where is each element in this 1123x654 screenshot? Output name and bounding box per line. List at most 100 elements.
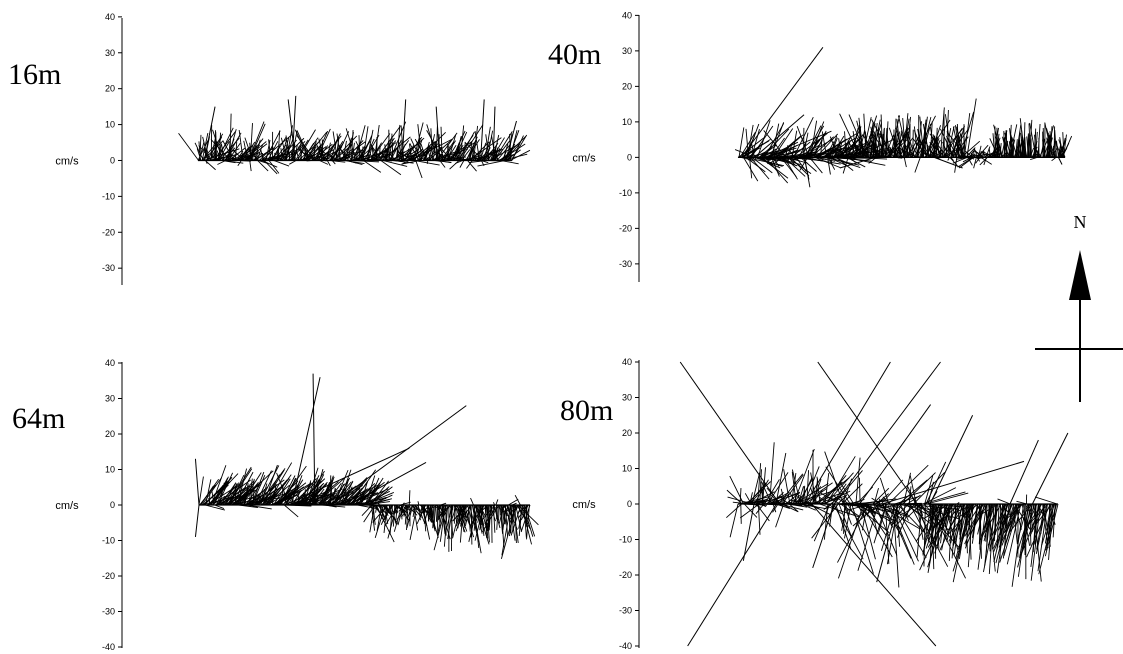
current-vector-stick	[280, 137, 288, 161]
current-vector-stick	[319, 481, 331, 506]
current-vector-stick	[1022, 137, 1028, 158]
current-vector-stick	[382, 160, 408, 167]
current-vector-stick	[807, 503, 810, 507]
current-vector-stick	[963, 131, 966, 158]
current-vector-stick	[827, 157, 831, 175]
current-vector-stick	[772, 503, 779, 513]
current-vector-stick	[787, 157, 790, 162]
y-tick-label: 0	[110, 155, 115, 165]
current-vector-stick	[759, 469, 762, 505]
current-vector-stick	[196, 148, 202, 161]
current-vector-stick	[1026, 136, 1029, 158]
current-vector-stick	[886, 503, 899, 565]
current-vector-stick	[852, 157, 857, 161]
current-vector-stick	[1034, 147, 1042, 158]
current-vector-stick	[472, 156, 487, 161]
current-vector-stick	[406, 148, 409, 161]
current-vector-stick	[866, 503, 872, 517]
current-vector-stick	[785, 145, 789, 158]
current-vector-stick	[912, 145, 919, 158]
current-vector-stick	[753, 479, 769, 505]
current-vector-stick-major	[312, 373, 316, 506]
current-vector-stick	[434, 142, 440, 161]
current-vector-stick	[913, 130, 925, 158]
current-vector-stick	[922, 123, 930, 158]
current-vector-stick	[746, 157, 750, 161]
current-vector-stick	[376, 504, 383, 531]
current-vector-stick	[261, 152, 265, 161]
panel-title: 80m	[560, 394, 613, 427]
current-vector-stick	[821, 131, 828, 158]
current-vector-stick	[857, 503, 879, 571]
current-vector-sticks	[178, 95, 531, 179]
current-vector-stick	[511, 135, 524, 161]
current-vector-stick	[887, 145, 899, 158]
current-vector-stick	[779, 496, 789, 505]
current-vector-stick	[467, 160, 477, 172]
current-vector-stick	[780, 488, 786, 505]
current-vector-stick	[258, 465, 280, 506]
current-vector-stick	[205, 479, 212, 506]
current-vector-stick	[244, 137, 254, 161]
current-vector-stick	[923, 503, 949, 520]
current-vector-stick	[502, 504, 507, 531]
y-tick-label: -10	[102, 536, 115, 546]
panel-16m: 16m 40 30 20 10 0 -10 -20 -30 cm/s	[8, 12, 531, 285]
current-vector-stick-major	[804, 361, 891, 505]
current-vector-stick	[984, 503, 992, 566]
current-vector-stick-major	[213, 131, 236, 161]
current-vector-stick	[841, 483, 863, 505]
current-vector-stick	[321, 481, 331, 506]
current-vector-stick	[295, 504, 297, 507]
current-vector-stick	[864, 131, 869, 158]
current-vector-stick-major	[284, 447, 410, 506]
current-vector-stick	[1030, 156, 1038, 160]
current-vector-stick	[979, 503, 982, 559]
current-vector-stick	[929, 150, 945, 158]
current-vector-stick-major	[754, 114, 805, 158]
current-vector-stick	[828, 156, 861, 168]
current-vector-stick-major	[435, 106, 441, 161]
current-vector-stick	[847, 140, 859, 158]
current-vector-stick	[398, 504, 405, 512]
current-vector-stick	[1015, 124, 1022, 158]
current-vector-stick	[956, 501, 960, 505]
panel-title: 16m	[8, 58, 61, 91]
current-vector-stick	[855, 457, 861, 505]
current-vector-stick	[923, 503, 926, 567]
current-vector-stick	[364, 475, 376, 506]
current-vector-stick	[791, 130, 798, 158]
current-vector-stick	[256, 144, 264, 161]
current-vector-stick	[888, 127, 900, 158]
current-vector-stick	[426, 124, 439, 161]
current-vector-stick	[946, 131, 967, 158]
current-vector-stick	[484, 504, 498, 525]
current-vector-stick	[400, 501, 411, 506]
current-vector-stick	[380, 504, 392, 525]
current-vector-stick	[515, 504, 522, 532]
current-vector-stick	[459, 504, 473, 522]
current-vector-stick	[1046, 503, 1052, 527]
current-vector-stick	[370, 494, 393, 506]
current-vector-stick	[352, 489, 361, 506]
current-vector-stick	[266, 462, 293, 506]
current-vector-stick	[492, 504, 496, 533]
current-vector-stick	[805, 125, 825, 158]
current-vector-stick	[481, 504, 496, 521]
current-vector-stick	[257, 160, 269, 172]
y-tick-label: -10	[102, 191, 115, 201]
current-vector-stick	[408, 490, 411, 506]
current-vector-stick	[837, 503, 865, 579]
current-vector-stick	[992, 133, 996, 158]
current-vector-stick	[423, 504, 430, 524]
current-vector-stick	[828, 503, 843, 515]
current-vector-stick	[857, 503, 864, 517]
current-vector-stick-major	[876, 503, 899, 583]
current-vector-stick	[302, 489, 306, 506]
current-vector-stick	[815, 133, 839, 158]
current-vector-stick	[928, 503, 938, 535]
current-vector-stick	[320, 150, 337, 161]
current-vector-stick	[940, 503, 946, 544]
current-vector-stick	[1052, 146, 1056, 158]
y-tick-label: 30	[622, 46, 632, 56]
